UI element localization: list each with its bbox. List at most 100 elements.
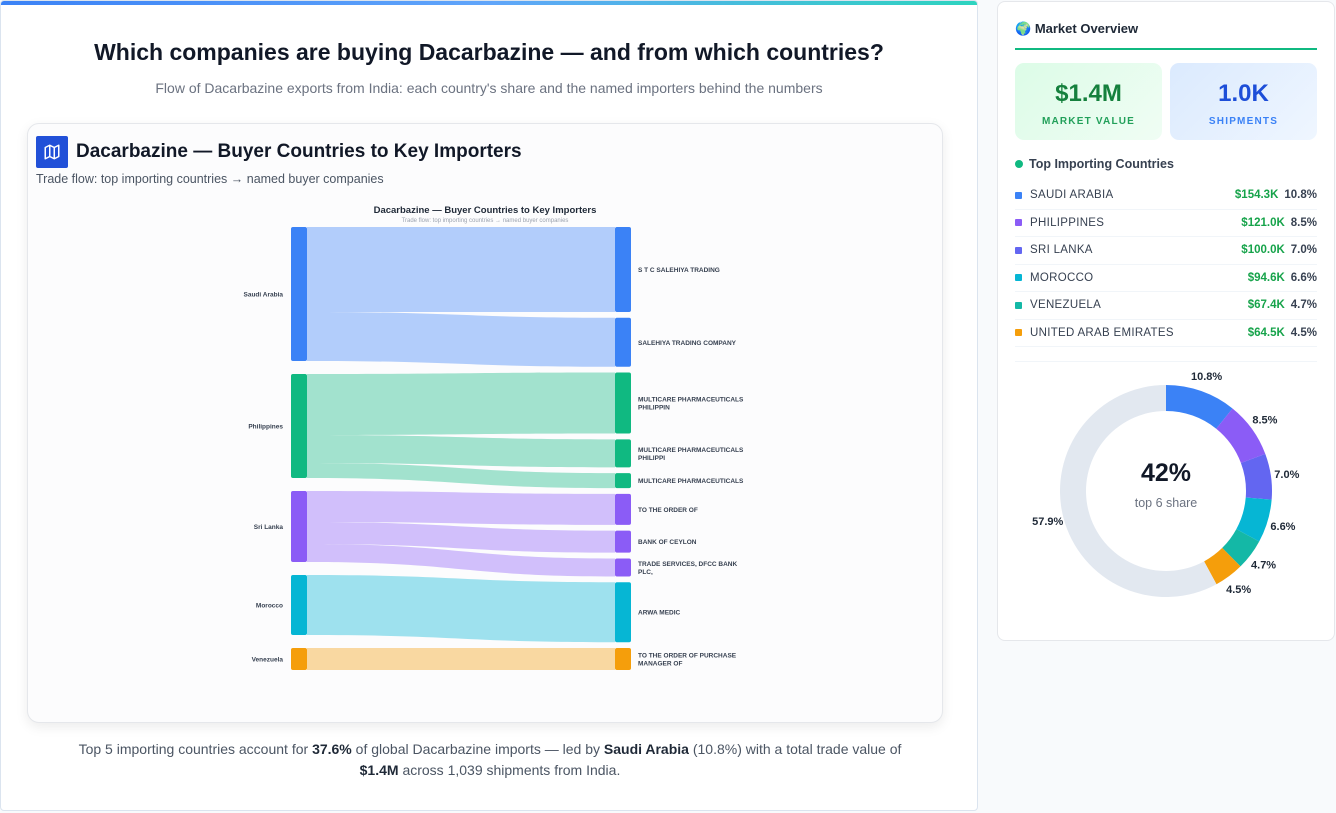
- country-list: SAUDI ARABIA $154.3K 10.8% PHILIPPINES $121.…: [1015, 182, 1317, 347]
- sankey-link[interactable]: [307, 435, 615, 468]
- kpi-market-value: $1.4M MARKET VALUE: [1015, 63, 1162, 140]
- sankey-target-node[interactable]: [615, 493, 631, 525]
- country-pct: 4.5%: [1290, 326, 1317, 339]
- country-pct: 10.8%: [1284, 189, 1317, 202]
- sankey-source-label: Morocco: [256, 603, 283, 610]
- main-panel: Which companies are buying Dacarbazine —…: [0, 0, 978, 811]
- donut-slice[interactable]: [1216, 408, 1266, 463]
- donut-slice-label: 6.6%: [1270, 521, 1295, 533]
- sankey-source-node[interactable]: [291, 575, 307, 635]
- donut-slice[interactable]: [1204, 547, 1241, 585]
- countries-heading-text: Top Importing Countries: [1029, 157, 1174, 171]
- country-value: $64.5K: [1247, 326, 1285, 339]
- donut-slice-label: 10.8%: [1191, 371, 1222, 383]
- sankey-target-node[interactable]: [615, 582, 631, 643]
- donut-slice[interactable]: [1236, 497, 1272, 542]
- donut-slice-label: 7.0%: [1274, 469, 1299, 481]
- country-row: VENEZUELA $67.4K 4.7%: [1015, 292, 1317, 320]
- sankey-card: Dacarbazine — Buyer Countries to Key Imp…: [27, 123, 943, 723]
- sankey-target-label: TRADE SERVICES, DFCC BANK: [638, 561, 738, 568]
- summary-highlight: 37.6%: [312, 741, 352, 757]
- sankey-link[interactable]: [307, 648, 615, 670]
- market-overview-panel: 🌍 Market Overview $1.4M MARKET VALUE 1.0K…: [997, 1, 1335, 641]
- color-swatch: [1015, 191, 1022, 199]
- sankey-source-node[interactable]: [291, 648, 307, 670]
- color-swatch: [1015, 246, 1022, 254]
- sankey-link[interactable]: [307, 522, 615, 553]
- donut-slice-label: 8.5%: [1252, 415, 1277, 427]
- country-value: $100.0K: [1241, 244, 1285, 257]
- card-subtitle: Trade flow: top importing countries → na…: [36, 172, 384, 186]
- sankey-link[interactable]: [307, 463, 615, 489]
- donut-slice-label: 4.5%: [1226, 584, 1251, 596]
- sankey-target-node[interactable]: [615, 648, 631, 670]
- map-icon: [36, 136, 68, 168]
- sankey-source-node[interactable]: [291, 491, 307, 562]
- summary-part: of global Dacarbazine imports — led by: [351, 741, 604, 757]
- country-pct: 6.6%: [1290, 271, 1317, 284]
- divider: [1015, 48, 1317, 50]
- sankey-chart: Dacarbazine — Buyer Countries to Key Imp…: [244, 205, 744, 670]
- sankey-source-label: Saudi Arabia: [244, 292, 284, 299]
- panel-title-text: Market Overview: [1034, 21, 1139, 36]
- sankey-source-node[interactable]: [291, 227, 307, 361]
- card-title: Dacarbazine — Buyer Countries to Key Imp…: [76, 141, 522, 162]
- kpi-value: $1.4M: [1055, 80, 1122, 107]
- sankey-source-node[interactable]: [291, 374, 307, 478]
- country-pct: 4.7%: [1290, 299, 1317, 312]
- sankey-target-label: SALEHIYA TRADING COMPANY: [638, 340, 737, 347]
- donut-slice[interactable]: [1240, 453, 1272, 500]
- page-subtitle: Flow of Dacarbazine exports from India: …: [155, 80, 823, 96]
- sankey-target-node[interactable]: [615, 530, 631, 553]
- summary-highlight: $1.4M: [359, 762, 399, 778]
- country-row: UNITED ARAB EMIRATES $64.5K 4.5%: [1015, 320, 1317, 347]
- sankey-target-node[interactable]: [615, 227, 631, 312]
- sankey-target-node[interactable]: [615, 558, 631, 577]
- sankey-target-label: MULTICARE PHARMACEUTICALS: [638, 478, 744, 485]
- donut-center-label: top 6 share: [1135, 496, 1198, 510]
- sankey-subtitle: Trade flow: top importing countries → na…: [402, 218, 569, 224]
- donut-slice[interactable]: [1060, 385, 1217, 597]
- country-row: MOROCCO $94.6K 6.6%: [1015, 265, 1317, 292]
- country-name: PHILIPPINES: [1030, 216, 1105, 229]
- summary-part: across 1,039 shipments from India.: [398, 762, 621, 778]
- donut-slice[interactable]: [1166, 385, 1233, 429]
- color-swatch: [1015, 301, 1022, 309]
- page-title: Which companies are buying Dacarbazine —…: [94, 39, 884, 65]
- color-swatch: [1015, 274, 1022, 282]
- country-pct: 8.5%: [1290, 216, 1317, 229]
- country-value: $67.4K: [1247, 299, 1285, 312]
- sankey-target-label: PLC,: [638, 569, 653, 576]
- sankey-link[interactable]: [307, 544, 615, 577]
- divider: [1015, 361, 1317, 362]
- sankey-link[interactable]: [307, 312, 615, 367]
- country-row: PHILIPPINES $121.0K 8.5%: [1015, 210, 1317, 237]
- kpi-shipments: 1.0K SHIPMENTS: [1170, 63, 1317, 140]
- sankey-target-node[interactable]: [615, 317, 631, 367]
- donut-slice[interactable]: [1222, 529, 1260, 567]
- sankey-link[interactable]: [307, 227, 615, 312]
- sankey-target-node[interactable]: [615, 473, 631, 489]
- country-value: $121.0K: [1241, 216, 1285, 229]
- sankey-target-node[interactable]: [615, 372, 631, 434]
- summary-part: Top 5 importing countries account for: [78, 741, 313, 757]
- sankey-source-label: Sri Lanka: [254, 524, 284, 531]
- donut-center-value: 42%: [1141, 459, 1191, 487]
- sankey-link[interactable]: [307, 491, 615, 525]
- sankey-target-label: BANK OF CEYLON: [638, 539, 697, 546]
- summary-part: (10.8%) with a total trade value of: [688, 741, 902, 757]
- country-row: SRI LANKA $100.0K 7.0%: [1015, 237, 1317, 265]
- globe-icon: 🌍: [1015, 21, 1032, 36]
- color-swatch: [1015, 329, 1022, 337]
- sankey-link[interactable]: [307, 372, 615, 435]
- donut-slice-label: 57.9%: [1032, 516, 1063, 528]
- sankey-link[interactable]: [307, 575, 615, 643]
- sankey-target-label: TO THE ORDER OF: [638, 507, 698, 514]
- sankey-target-label: MANAGER OF: [638, 661, 682, 668]
- sankey-target-label: S T C SALEHIYA TRADING: [638, 267, 720, 274]
- kpi-value: 1.0K: [1218, 80, 1269, 107]
- sankey-target-node[interactable]: [615, 439, 631, 468]
- accent-bar: [1, 1, 977, 5]
- country-pct: 7.0%: [1290, 244, 1317, 257]
- sankey-target-label: MULTICARE PHARMACEUTICALS: [638, 447, 744, 454]
